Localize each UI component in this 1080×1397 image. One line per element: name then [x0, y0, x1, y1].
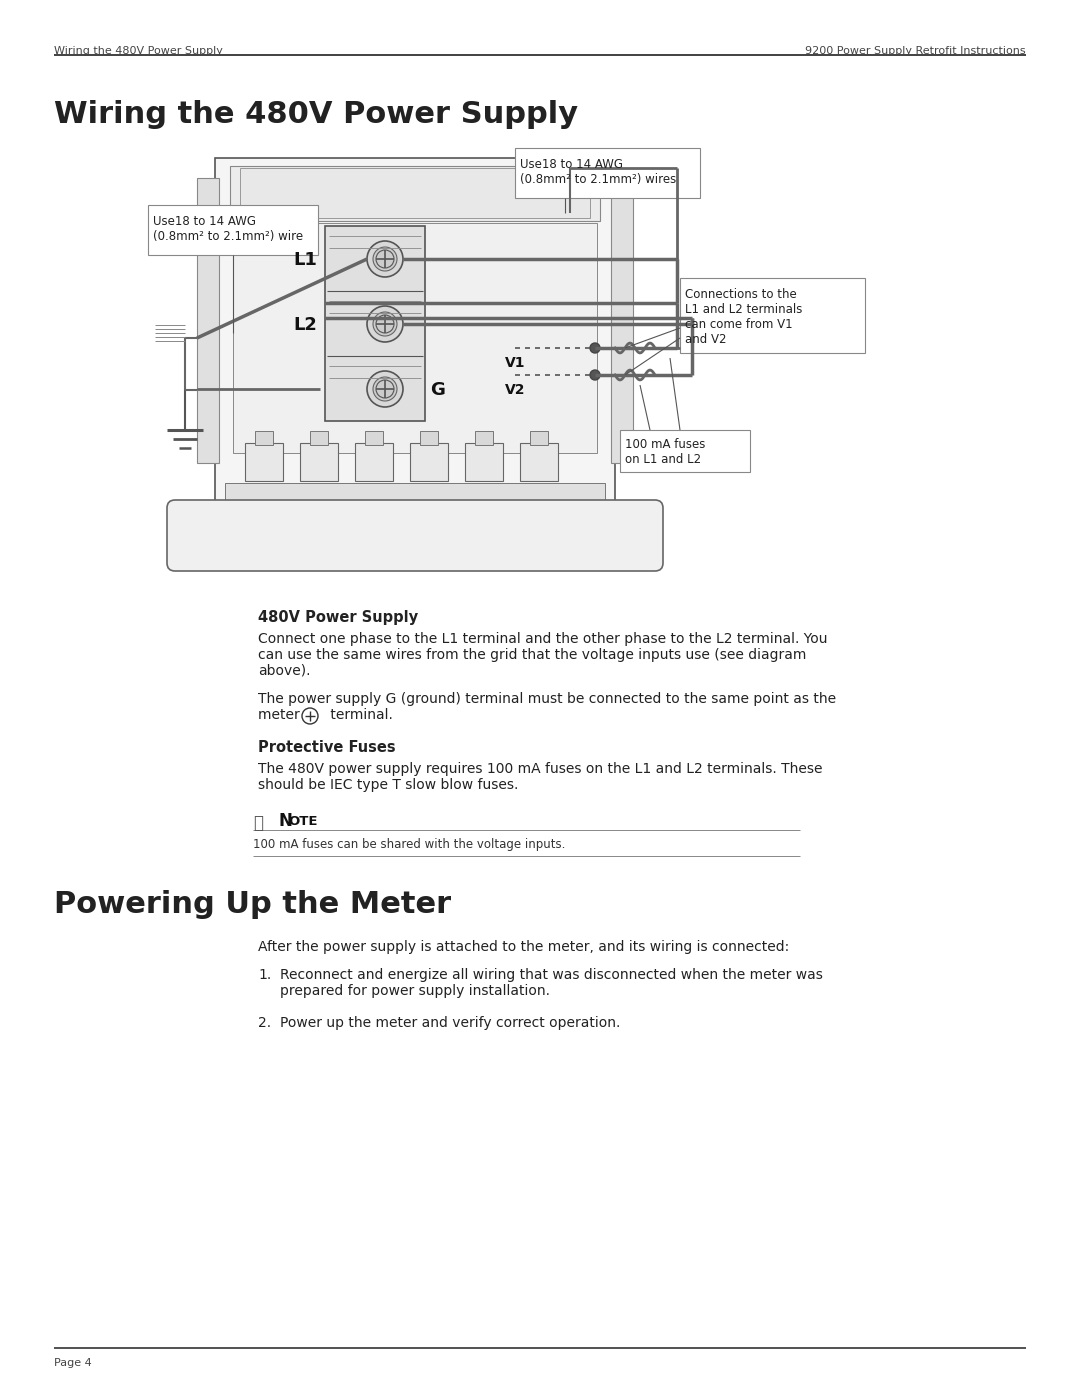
Text: The 480V power supply requires 100 mA fuses on the L1 and L2 terminals. These: The 480V power supply requires 100 mA fu…	[258, 761, 823, 775]
Text: Wiring the 480V Power Supply: Wiring the 480V Power Supply	[54, 101, 578, 129]
Text: Protective Fuses: Protective Fuses	[258, 740, 395, 754]
Bar	[148, 205, 318, 256]
Circle shape	[373, 247, 397, 271]
Text: V1: V1	[505, 356, 526, 370]
Text: meter: meter	[258, 708, 305, 722]
Text: 480V Power Supply: 480V Power Supply	[258, 610, 418, 624]
Circle shape	[302, 708, 318, 724]
Text: N: N	[278, 812, 292, 830]
Text: After the power supply is attached to the meter, and its wiring is connected:: After the power supply is attached to th…	[258, 940, 789, 954]
Bar	[355, 443, 393, 481]
Text: L1: L1	[293, 251, 316, 270]
Circle shape	[373, 377, 397, 401]
Bar	[465, 443, 503, 481]
Text: above).: above).	[258, 664, 311, 678]
Text: 9200 Power Supply Retrofit Instructions: 9200 Power Supply Retrofit Instructions	[806, 46, 1026, 56]
Text: L2: L2	[293, 316, 316, 334]
Bar	[230, 166, 600, 221]
Bar	[197, 177, 219, 462]
Text: Wiring the 480V Power Supply: Wiring the 480V Power Supply	[54, 46, 222, 56]
Text: OTE: OTE	[288, 814, 318, 828]
Bar	[620, 430, 750, 472]
Bar	[365, 432, 383, 446]
Text: G: G	[430, 381, 445, 400]
Text: Reconnect and energize all wiring that was disconnected when the meter was: Reconnect and energize all wiring that w…	[280, 968, 823, 982]
Text: The power supply G (ground) terminal must be connected to the same point as the: The power supply G (ground) terminal mus…	[258, 692, 836, 705]
Text: Use18 to 14 AWG
(0.8mm² to 2.1mm²) wire: Use18 to 14 AWG (0.8mm² to 2.1mm²) wire	[153, 215, 303, 243]
Circle shape	[367, 306, 403, 342]
Bar	[233, 224, 597, 453]
Text: should be IEC type T slow blow fuses.: should be IEC type T slow blow fuses.	[258, 778, 518, 792]
Bar	[325, 226, 426, 420]
Circle shape	[590, 370, 600, 380]
Circle shape	[367, 372, 403, 407]
Bar	[611, 177, 633, 462]
Bar	[519, 443, 558, 481]
Text: Power up the meter and verify correct operation.: Power up the meter and verify correct op…	[280, 1016, 620, 1030]
Bar	[240, 168, 590, 218]
Circle shape	[590, 344, 600, 353]
Text: 100 mA fuses can be shared with the voltage inputs.: 100 mA fuses can be shared with the volt…	[253, 838, 565, 851]
Text: terminal.: terminal.	[326, 708, 393, 722]
Bar	[515, 148, 700, 198]
Text: prepared for power supply installation.: prepared for power supply installation.	[280, 983, 550, 997]
Circle shape	[367, 242, 403, 277]
Bar	[310, 432, 328, 446]
Text: 1.: 1.	[258, 968, 271, 982]
Text: 📓: 📓	[253, 814, 264, 833]
Bar	[215, 158, 615, 503]
Bar	[530, 432, 548, 446]
Text: can use the same wires from the grid that the voltage inputs use (see diagram: can use the same wires from the grid tha…	[258, 648, 807, 662]
Bar	[300, 443, 338, 481]
Bar	[410, 443, 448, 481]
Text: Use18 to 14 AWG
(0.8mm² to 2.1mm²) wires: Use18 to 14 AWG (0.8mm² to 2.1mm²) wires	[519, 158, 676, 186]
Text: Page 4: Page 4	[54, 1358, 92, 1368]
Text: Connect one phase to the L1 terminal and the other phase to the L2 terminal. You: Connect one phase to the L1 terminal and…	[258, 631, 827, 645]
Text: 2.: 2.	[258, 1016, 271, 1030]
Bar	[680, 278, 865, 353]
Circle shape	[373, 312, 397, 337]
Bar	[255, 432, 273, 446]
FancyBboxPatch shape	[167, 500, 663, 571]
Text: V2: V2	[505, 383, 526, 397]
Bar	[225, 483, 605, 502]
Bar	[245, 443, 283, 481]
Bar	[420, 432, 438, 446]
Bar	[475, 432, 492, 446]
Text: Powering Up the Meter: Powering Up the Meter	[54, 890, 451, 919]
Text: 100 mA fuses
on L1 and L2: 100 mA fuses on L1 and L2	[625, 439, 705, 467]
Text: Connections to the
L1 and L2 terminals
can come from V1
and V2: Connections to the L1 and L2 terminals c…	[685, 288, 802, 346]
